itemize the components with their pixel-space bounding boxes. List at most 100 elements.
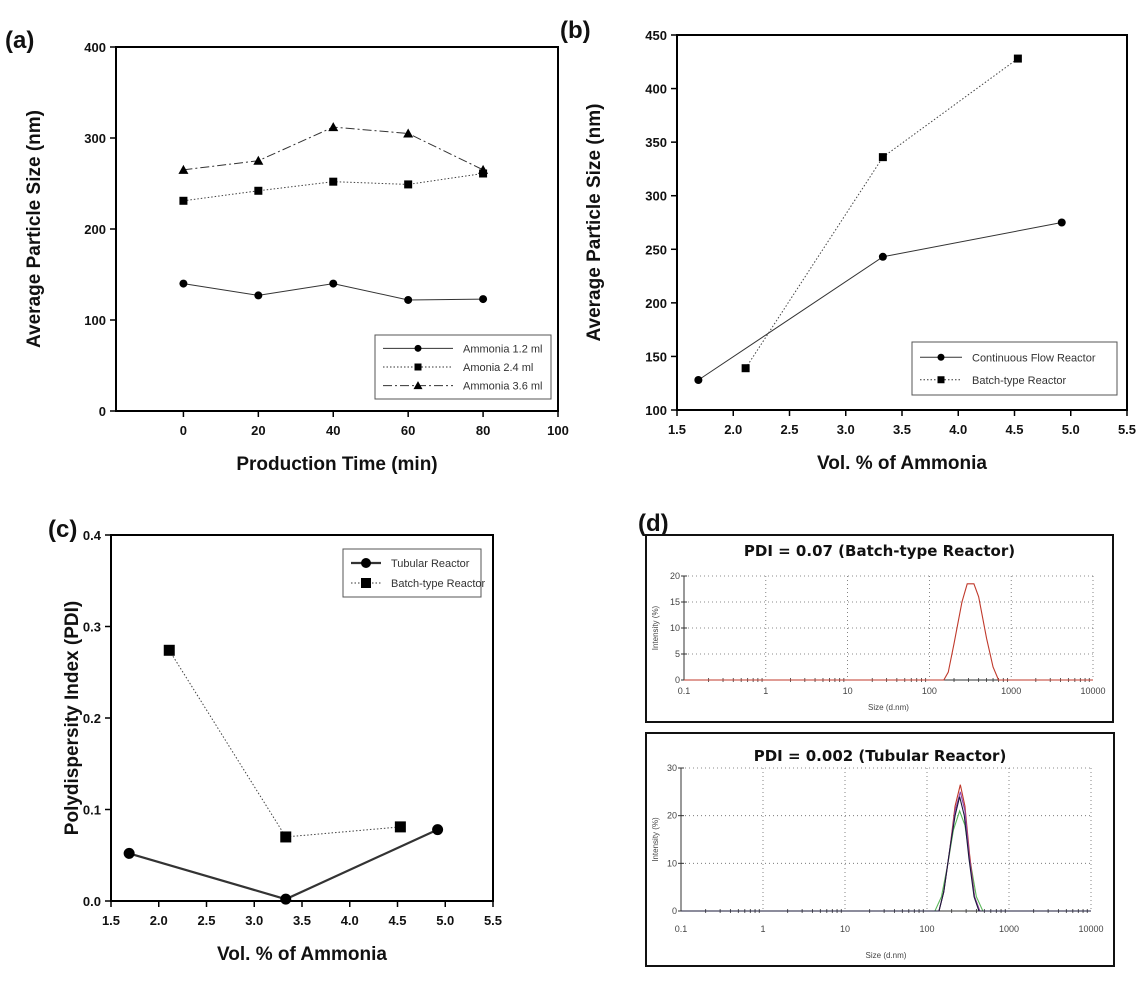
marker-square — [937, 376, 945, 384]
x-tick-label: 1 — [763, 686, 768, 696]
x-tick-label: 2.0 — [724, 422, 742, 437]
x-tick-label: 5.0 — [436, 913, 454, 928]
marker-square — [741, 364, 750, 373]
marker-square — [329, 177, 338, 186]
marker-triangle — [328, 122, 339, 132]
x-tick-label: 5.5 — [484, 913, 502, 928]
marker-circle — [361, 558, 371, 568]
legend-label: Tubular Reactor — [391, 558, 470, 570]
marker-square — [254, 186, 263, 195]
marker-circle — [254, 291, 263, 300]
chart-1: (b) 1.5 2.0 2.5 3.0 3.5 4.0 4.5 5.0 5.5 100 150 200 2… — [560, 17, 1136, 474]
y-tick-label: 30 — [667, 763, 677, 773]
y-tick-label: 10 — [667, 858, 677, 868]
marker-triangle — [413, 381, 423, 390]
marker-circle — [123, 847, 135, 859]
x-tick-label: 20 — [251, 423, 265, 438]
x-tick-label: 40 — [326, 423, 340, 438]
y-axis-label: Polydispersity Index (PDI) — [62, 601, 83, 835]
marker-circle — [878, 252, 887, 261]
series-line — [183, 172, 484, 202]
y-tick-label: 0.3 — [83, 620, 101, 635]
x-tick-label: 4.5 — [388, 913, 406, 928]
x-tick-label: 2.0 — [150, 913, 168, 928]
marker-square — [361, 578, 371, 588]
legend-label: Ammonia 1.2 ml — [463, 343, 542, 355]
distribution-curve-3 — [681, 796, 1091, 912]
distribution-curve-0 — [684, 583, 1093, 681]
legend-box — [911, 341, 1118, 396]
x-tick-label: 4.0 — [949, 422, 967, 437]
marker-square — [280, 831, 292, 843]
x-tick-label: 2.5 — [780, 422, 798, 437]
series-1 — [179, 169, 488, 205]
y-tick-label: 100 — [645, 403, 667, 418]
y-tick-label: 0.4 — [83, 528, 102, 543]
x-tick-label: 10 — [843, 686, 853, 696]
marker-circle — [432, 824, 444, 836]
marker-square — [404, 180, 413, 189]
panel-label: (c) — [48, 516, 77, 543]
marker-triangle — [178, 164, 189, 174]
y-tick-label: 0 — [99, 404, 106, 419]
x-tick-label: 4.0 — [341, 913, 359, 928]
marker-square — [1013, 54, 1022, 63]
legend-label: Batch-type Reactor — [391, 578, 485, 590]
legend-label: Continuous Flow Reactor — [972, 352, 1096, 364]
marker-circle — [1057, 218, 1066, 227]
series-1 — [163, 644, 406, 843]
x-tick-label: 0.1 — [675, 924, 688, 934]
series-0 — [123, 824, 444, 905]
marker-triangle — [478, 164, 489, 174]
marker-triangle — [403, 128, 414, 138]
y-tick-label: 10 — [670, 623, 680, 633]
series-0 — [694, 218, 1066, 384]
y-tick-label: 100 — [84, 313, 106, 328]
y-tick-label: 0.1 — [83, 803, 101, 818]
marker-triangle — [253, 155, 264, 165]
x-tick-label: 1.5 — [668, 422, 686, 437]
x-axis-label: Production Time (min) — [236, 454, 437, 475]
chart-title: PDI = 0.07 (Batch-type Reactor) — [744, 542, 1015, 560]
x-axis-label: Size (d.nm) — [868, 703, 909, 712]
marker-circle — [179, 279, 188, 288]
series-0 — [179, 279, 488, 304]
y-tick-label: 350 — [645, 135, 667, 150]
x-tick-label: 100 — [919, 924, 934, 934]
marker-square — [163, 644, 175, 656]
y-tick-label: 20 — [670, 571, 680, 581]
panel-label: (b) — [560, 17, 591, 44]
y-axis-label: Average Particle Size (nm) — [24, 110, 45, 348]
x-axis-label: Vol. % of Ammonia — [217, 944, 387, 965]
x-tick-label: 5.0 — [1062, 422, 1080, 437]
distribution-curve-0 — [681, 809, 1091, 912]
x-axis-label: Size (d.nm) — [866, 951, 907, 960]
y-axis-label: Intensity (%) — [651, 817, 660, 862]
legend-label: Amonia 2.4 ml — [463, 362, 533, 374]
x-tick-label: 1000 — [999, 924, 1019, 934]
x-tick-label: 3.5 — [293, 913, 311, 928]
series-line — [168, 650, 401, 838]
x-tick-label: 60 — [401, 423, 415, 438]
legend: Ammonia 1.2 ml Amonia 2.4 ml Ammonia 3.6 m… — [374, 334, 552, 400]
y-tick-label: 300 — [645, 189, 667, 204]
marker-circle — [937, 353, 945, 361]
legend-label: Batch-type Reactor — [972, 375, 1066, 387]
y-tick-label: 400 — [84, 40, 106, 55]
x-tick-label: 2.5 — [197, 913, 215, 928]
x-tick-label: 0.1 — [678, 686, 691, 696]
x-tick-label: 3.0 — [837, 422, 855, 437]
series-1 — [741, 54, 1022, 373]
y-tick-label: 400 — [645, 82, 667, 97]
x-tick-label: 1 — [760, 924, 765, 934]
legend: Continuous Flow Reactor Batch-type Reacto… — [911, 341, 1118, 396]
chart-2: (c) 1.5 2.0 2.5 3.0 3.5 4.0 4.5 5.0 5.5 0.0 0.1 0.2 0… — [48, 516, 502, 965]
y-tick-label: 5 — [675, 649, 680, 659]
panel-frame — [645, 534, 1114, 723]
panel-label: (d) — [638, 510, 669, 537]
chart-0: (a) 0 20 40 60 80 100 0 100 200 300 400 Production T… — [5, 27, 569, 475]
y-tick-label: 0 — [675, 675, 680, 685]
legend-box — [342, 548, 482, 598]
x-tick-label: 5.5 — [1118, 422, 1136, 437]
y-tick-label: 300 — [84, 131, 106, 146]
